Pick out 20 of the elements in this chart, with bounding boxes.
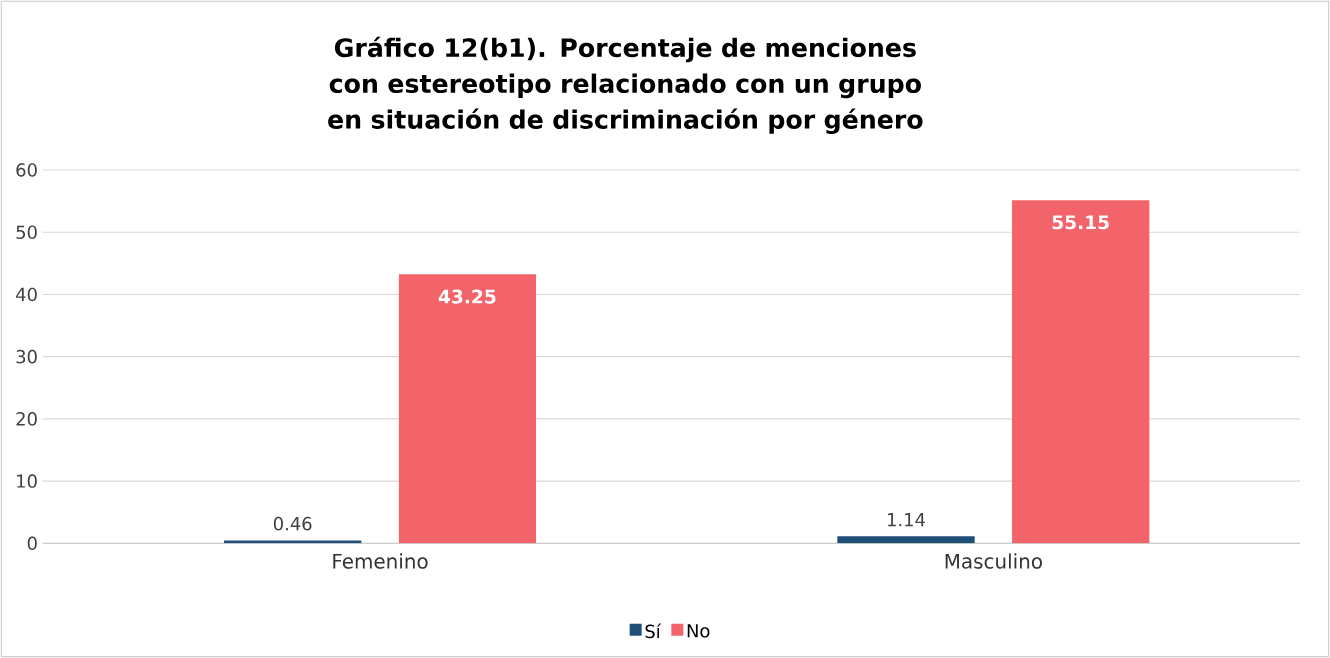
y-tick-label: 0 [27,536,37,551]
y-tick-label: 60 [16,163,37,177]
y-tick-label: 40 [16,287,37,302]
data-label: 0.46 [273,516,312,531]
x-tick-label: Masculino [945,553,1042,569]
y-tick-label: 20 [16,412,37,426]
data-label: 55.15 [1052,215,1109,230]
bar [1012,200,1150,544]
y-tick-label: 50 [16,225,37,239]
bar [224,540,362,544]
chart-title: Gráfico 12(b1). Porcentaje de menciones con estereotipo relacionado con un grupo en situación de discriminación por género [328,36,923,135]
bar [837,536,975,544]
data-label: 43.25 [438,289,496,304]
data-label: 1.14 [888,513,925,527]
y-tick-label: 10 [17,474,37,488]
legend-label: Sí [645,623,662,639]
x-tick-label: Femenino [333,553,428,569]
bar [398,274,537,544]
y-tick-label: 30 [16,349,37,364]
legend-label: No [687,624,710,638]
